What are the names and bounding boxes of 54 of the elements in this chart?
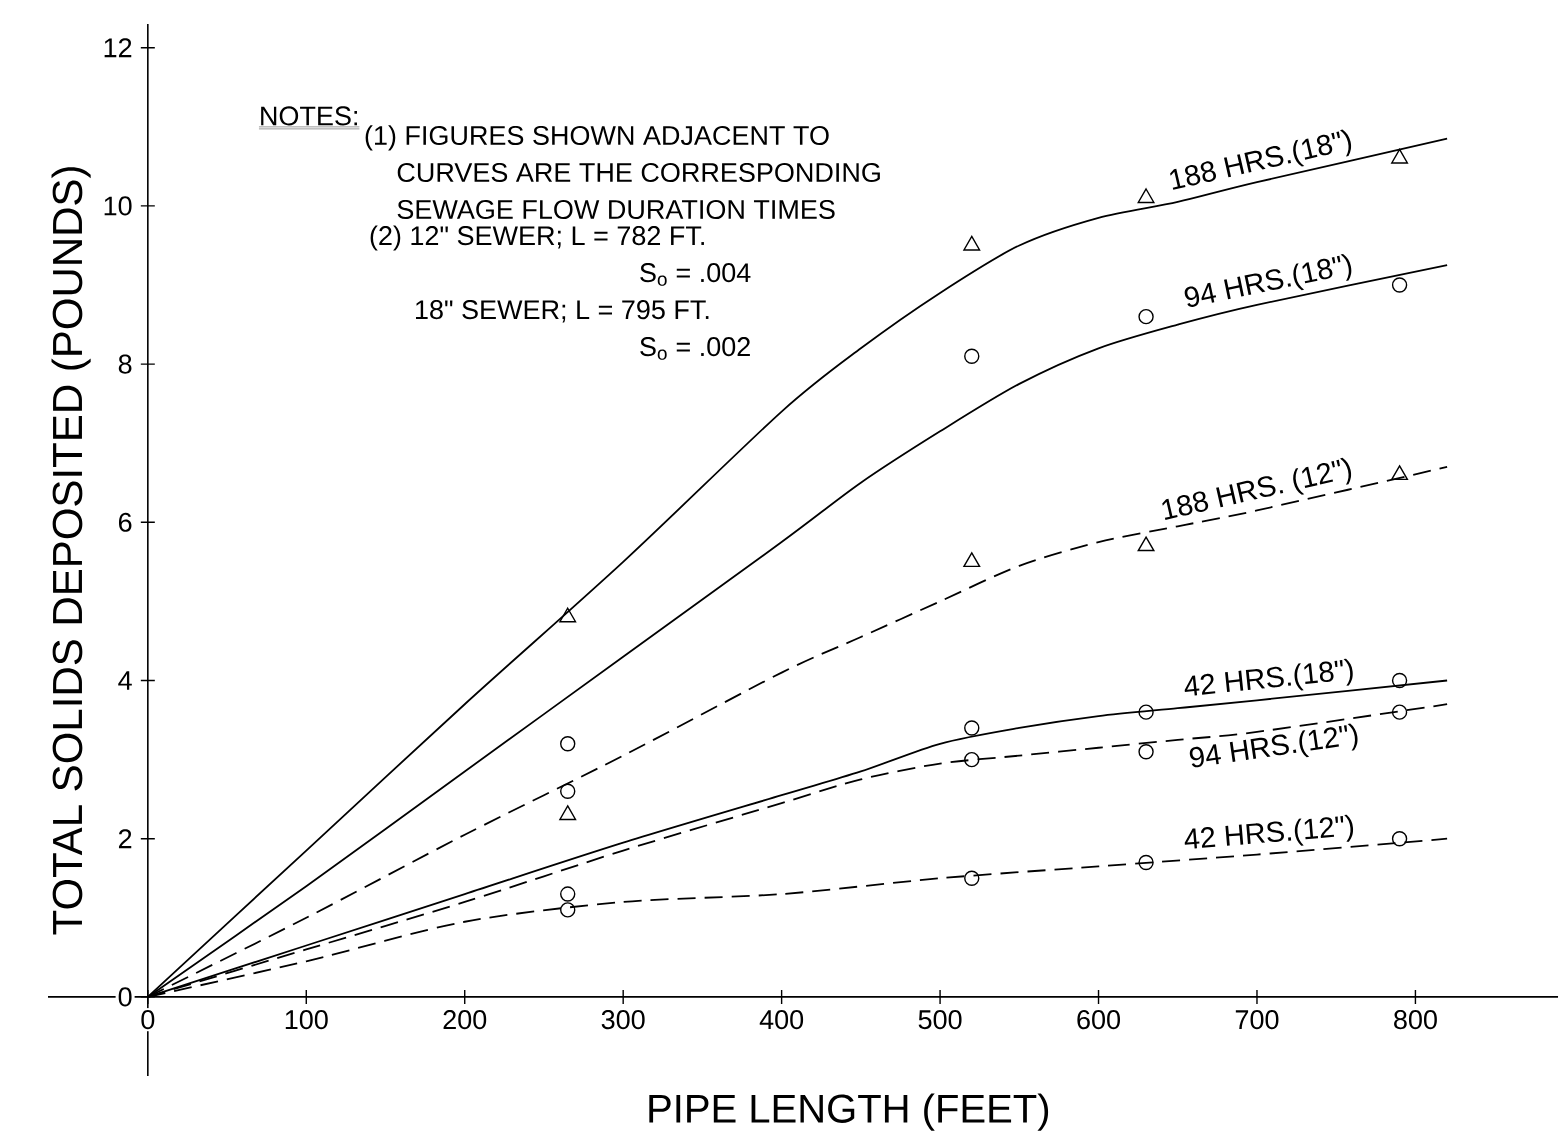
x-axis-title: PIPE LENGTH (FEET): [649, 1093, 1049, 1131]
point: [1138, 854, 1154, 871]
point: [1138, 744, 1154, 760]
x-tick-label: 0: [141, 1010, 155, 1030]
x-tick-label: 300: [601, 1010, 645, 1030]
text: 42 HRS.(18"): [1184, 658, 1353, 696]
annotation: 18" SEWER; L = 795 FT.: [416, 300, 709, 323]
annotation: S$_{o}$ = .002: [640, 337, 750, 360]
point: [964, 751, 980, 768]
point: [560, 783, 576, 799]
point: [964, 720, 980, 736]
x-tick-label: 500: [918, 1010, 962, 1030]
x-tick-label: 400: [759, 1010, 804, 1030]
point: [1391, 704, 1408, 720]
point: [1391, 465, 1409, 481]
annotation: (1) FIGURES SHOWN ADJACENT TO CURVES ARE THE CORRESPONDING SEWAGE FLOW DURATION TIMES: [365, 125, 880, 220]
series-label: 42 HRS.(12"): [1184, 814, 1354, 849]
y-tick-label: 2: [118, 829, 132, 849]
y-tick-label: 6: [118, 512, 132, 532]
point: [560, 902, 576, 918]
y-tick-label: 0: [118, 987, 132, 1007]
point: [1137, 536, 1155, 552]
point: [1137, 188, 1155, 204]
point: [964, 348, 980, 364]
point: [963, 235, 981, 251]
text: 188 HRS.(18"): [1170, 129, 1352, 190]
x-tick-label: 200: [443, 1010, 487, 1030]
y-tick-label: 12: [104, 38, 132, 58]
point: [1138, 704, 1154, 720]
point: [1391, 148, 1409, 164]
x-tick-label: 100: [285, 1010, 328, 1030]
y-axis-title: TOTAL SOLIDS DEPOSITED (POUNDS): [51, 167, 91, 935]
point: [1391, 831, 1408, 847]
point: [1138, 308, 1154, 325]
point: [559, 607, 577, 623]
point: [560, 736, 576, 752]
annotation: (2) 12" SEWER; L = 782 FT.: [370, 225, 704, 251]
x-tick-label: 800: [1394, 1010, 1437, 1030]
text: 94 HRS.(12"): [1189, 723, 1358, 768]
point: [1391, 672, 1408, 689]
y-tick-label: 4: [118, 671, 132, 690]
annotation: S$_{o}$ = .004: [640, 263, 751, 286]
point: [1391, 277, 1408, 293]
x-tick-label: 600: [1077, 1010, 1120, 1030]
point: [560, 886, 576, 902]
text: 188 HRS. (12"): [1162, 457, 1352, 520]
point: [963, 552, 981, 568]
y-tick-label: 8: [118, 354, 132, 374]
y-tick-label: 10: [104, 196, 132, 216]
x-tick-label: 700: [1235, 1010, 1279, 1030]
annotation: NOTES:: [261, 106, 357, 126]
text: 94 HRS.(18"): [1184, 253, 1352, 307]
point: [559, 805, 577, 821]
point: [964, 870, 980, 886]
